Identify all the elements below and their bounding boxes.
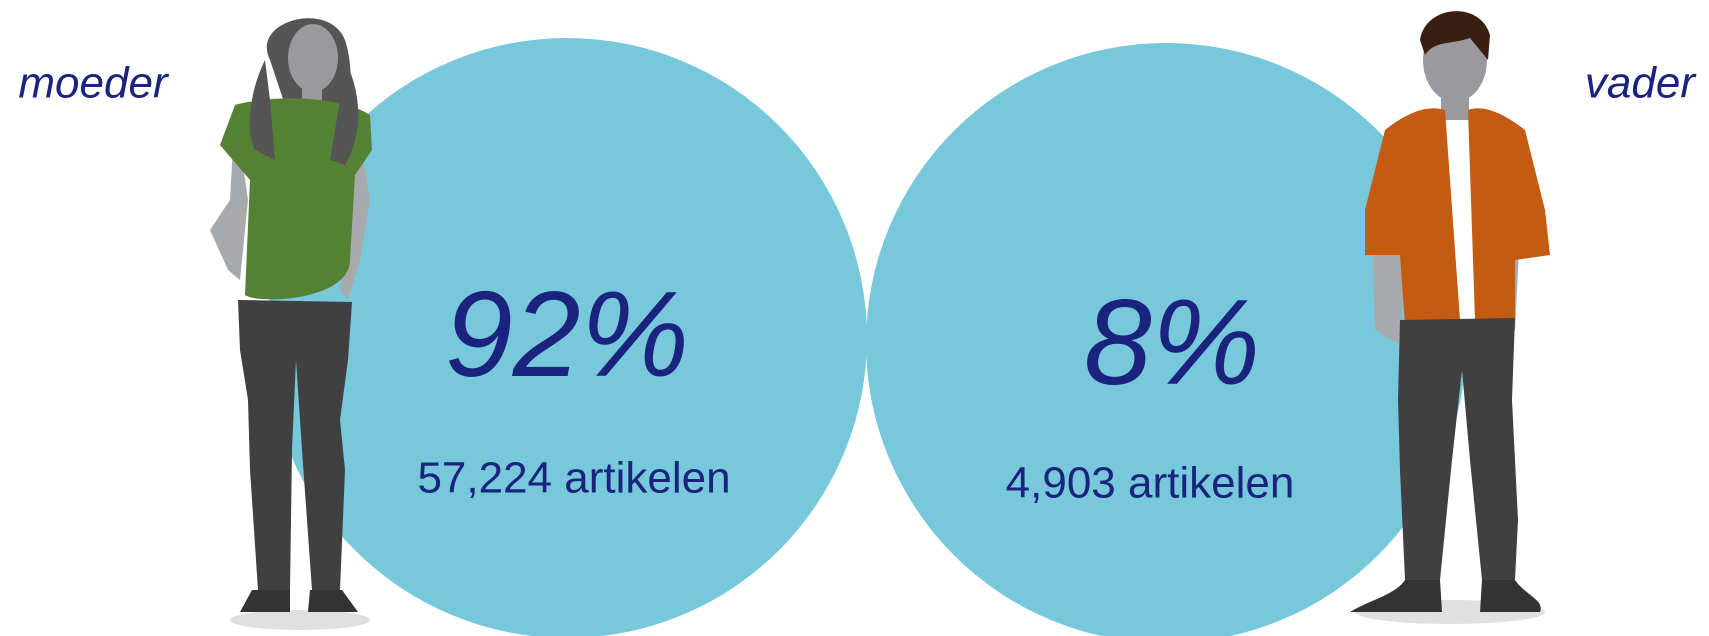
count-right: 4,903 artikelen [1006, 459, 1295, 508]
count-left: 57,224 artikelen [417, 454, 730, 503]
infographic: moeder vader 92% 8% 57,224 artikelen 4,9… [0, 0, 1709, 636]
percent-right: 8% [1084, 274, 1260, 410]
label-left: moeder [18, 59, 170, 108]
label-right: vader [1585, 59, 1697, 108]
percent-left: 92% [445, 266, 689, 402]
